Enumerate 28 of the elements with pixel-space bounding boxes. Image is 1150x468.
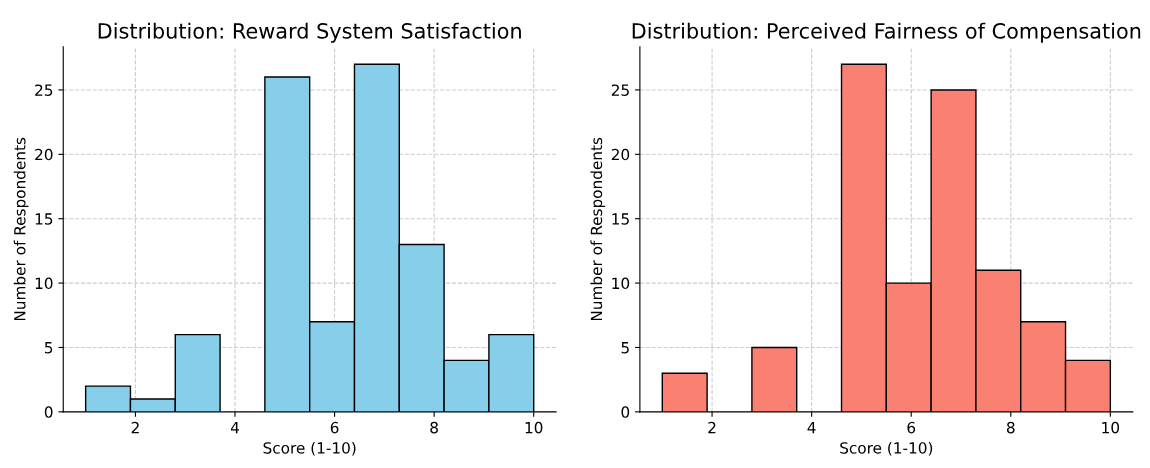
y-tick-label: 25: [611, 84, 629, 96]
x-axis-title: Score (1-10): [263, 441, 356, 456]
x-tick-label: 10: [525, 421, 543, 434]
y-tick-label: 10: [612, 277, 630, 290]
y-tick-label: 0: [621, 406, 630, 418]
y-axis-title: Number of Respondents: [590, 137, 606, 321]
y-tick-label: 15: [612, 213, 629, 225]
y-tick-label: 5: [621, 342, 629, 354]
y-tick-label: 5: [44, 342, 53, 354]
x-tick-label: 4: [807, 422, 816, 434]
x-tick-label: 8: [1006, 421, 1015, 434]
x-tick-label: 2: [708, 421, 716, 434]
x-tick-label: 10: [1102, 421, 1120, 434]
y-tick-label: 15: [35, 213, 53, 225]
y-tick-label: 10: [35, 277, 53, 290]
chart-title: Distribution: Reward System Satisfaction: [98, 22, 521, 43]
chart-title: Distribution: Perceived Fairness of Compensation: [632, 22, 1141, 43]
x-tick-label: 8: [430, 421, 438, 434]
x-tick-label: 6: [907, 421, 916, 434]
x-axis-title: Score (1-10): [840, 441, 933, 456]
y-tick-label: 20: [611, 148, 630, 161]
x-tick-label: 4: [230, 422, 240, 434]
y-tick-label: 0: [44, 406, 53, 418]
y-tick-label: 20: [35, 148, 53, 161]
x-tick-label: 6: [330, 421, 339, 434]
x-tick-label: 2: [131, 421, 139, 434]
y-tick-label: 25: [35, 84, 53, 96]
y-axis-title: Number of Respondents: [13, 137, 29, 321]
